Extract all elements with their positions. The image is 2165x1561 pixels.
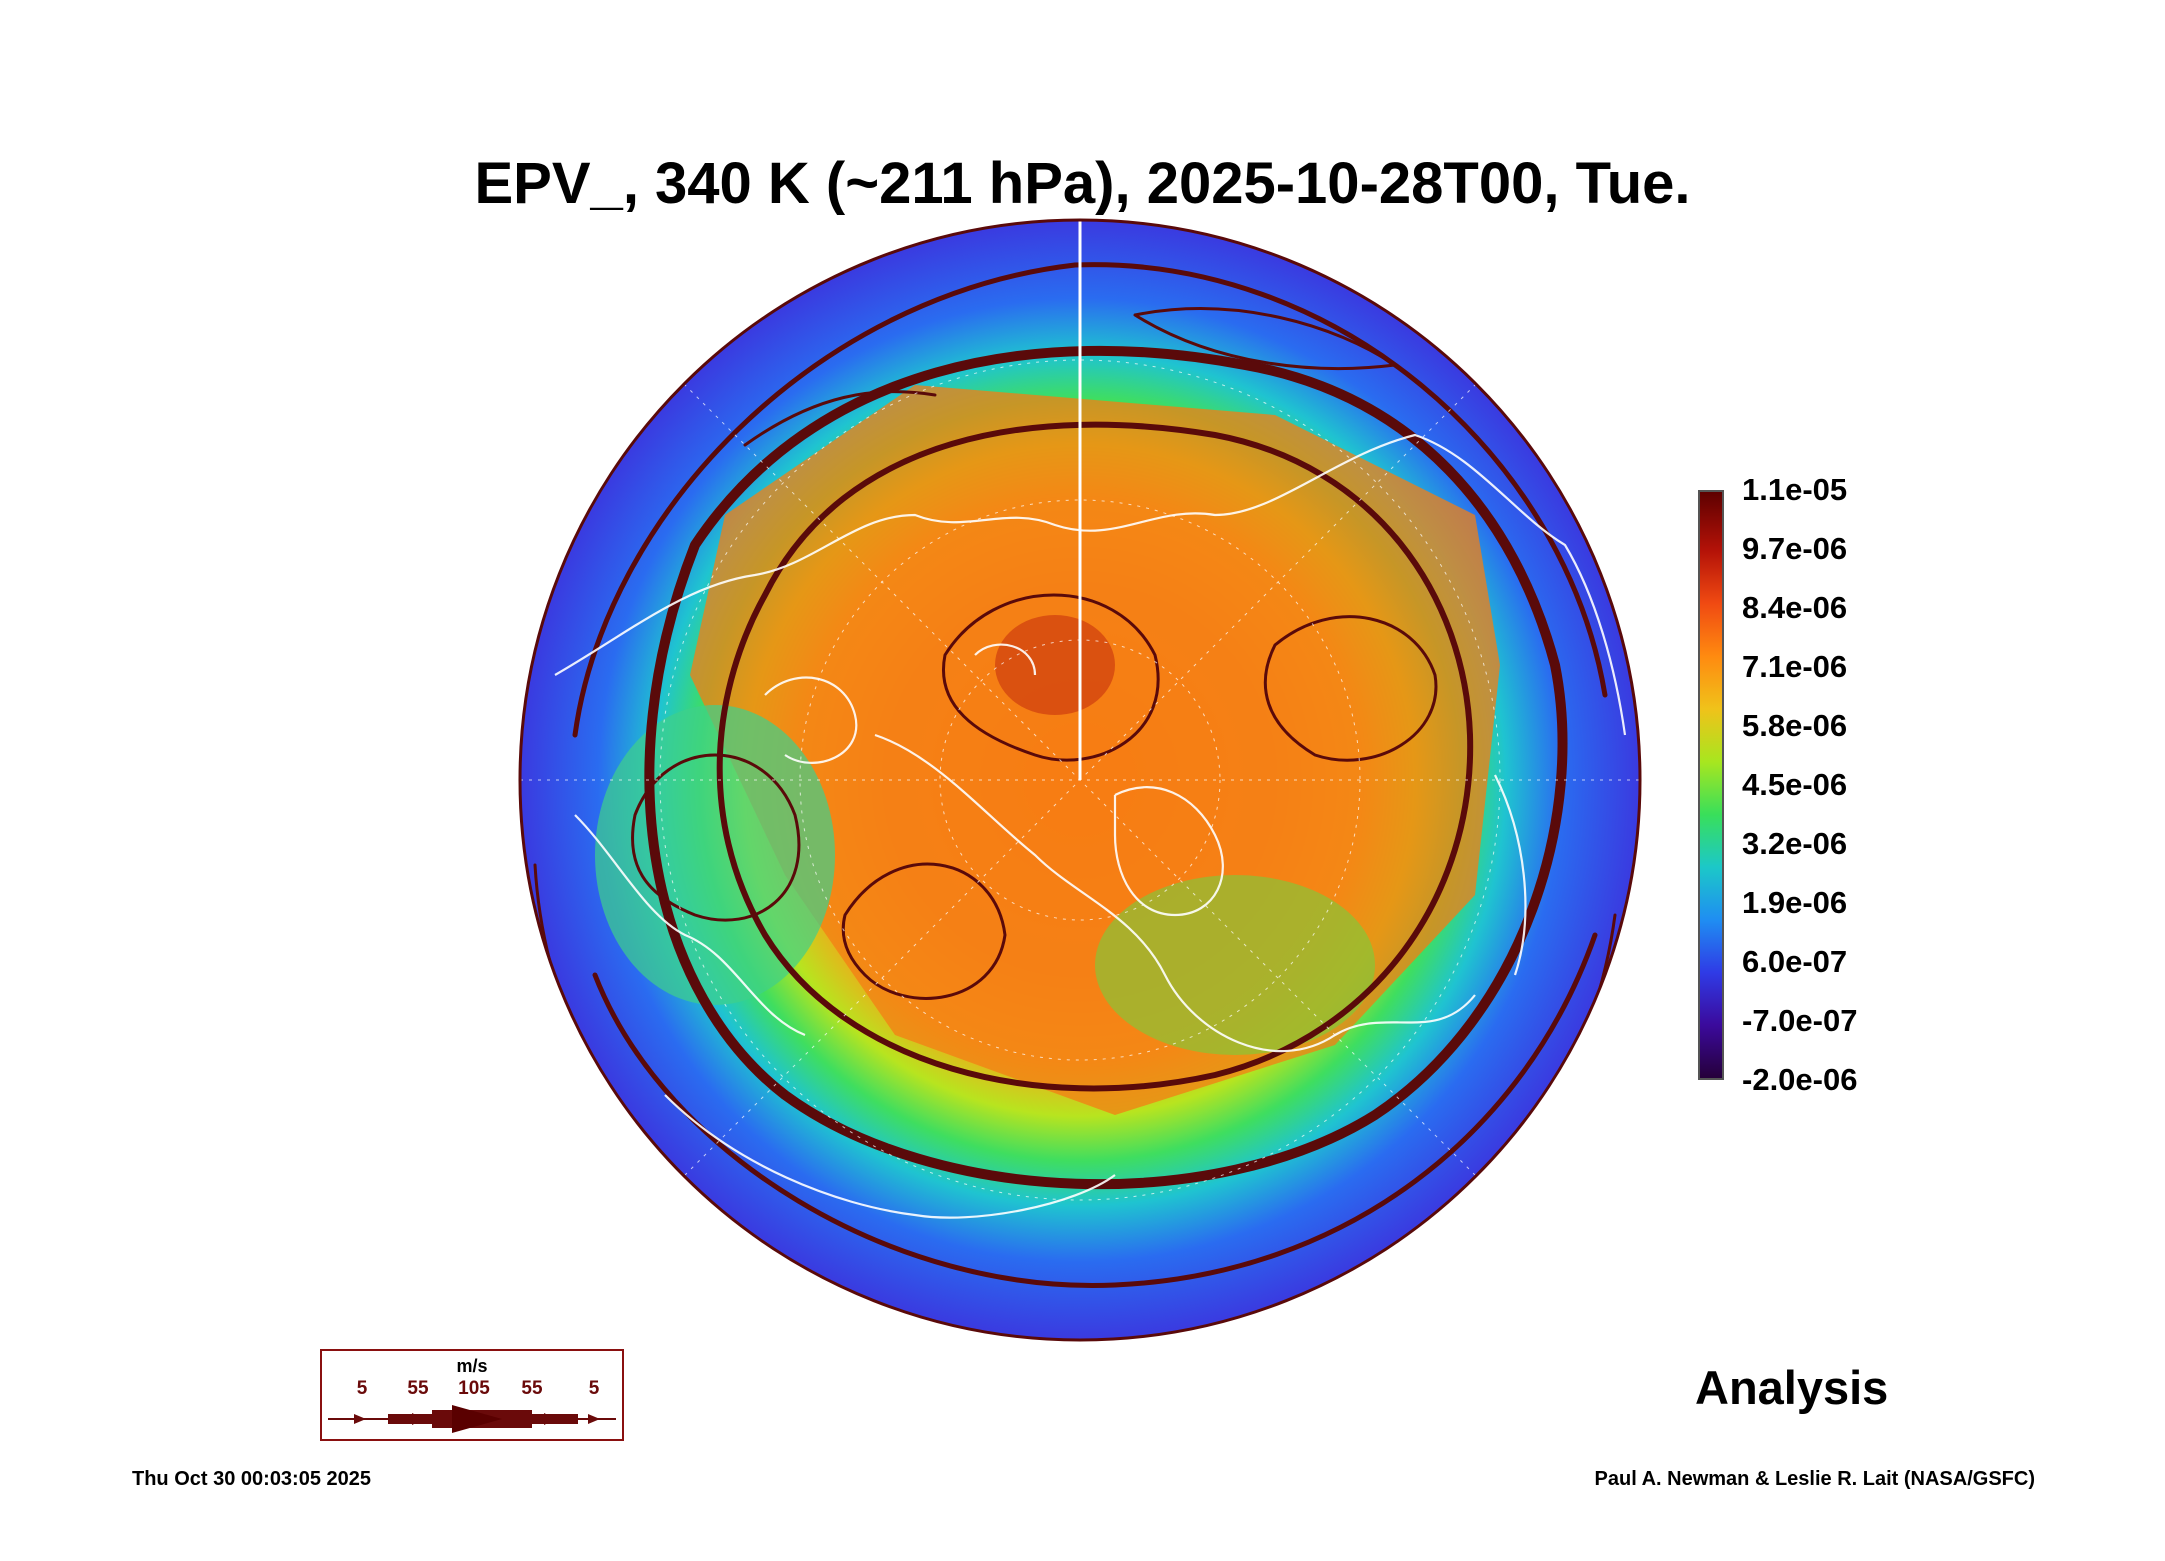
coastlines <box>554 433 1627 1219</box>
colorbar-tick: 7.1e-06 <box>1742 649 1848 684</box>
colorbar-tick: 6.0e-07 <box>1742 944 1848 979</box>
colorbar-tick: 8.4e-06 <box>1742 590 1848 625</box>
disk-edge <box>518 218 1642 1342</box>
dark-core <box>995 615 1115 715</box>
colorbar-tick: -2.0e-06 <box>1742 1062 1858 1097</box>
colorbar-tick: 1.1e-05 <box>1742 472 1848 507</box>
wind-legend-arrow <box>328 1405 616 1433</box>
wind-legend-value: 55 <box>521 1378 543 1399</box>
colorbar-tick: 4.5e-06 <box>1742 767 1848 802</box>
colorbar-tick: 9.7e-06 <box>1742 531 1848 566</box>
analysis-label: Analysis <box>1695 1361 1889 1414</box>
wind-legend-value: 5 <box>588 1378 600 1399</box>
colorbar-tick: -7.0e-07 <box>1742 1003 1858 1038</box>
wind-legend-value: 5 <box>356 1378 368 1399</box>
wind-legend-value: 105 <box>458 1378 490 1399</box>
colorbar-tick: 5.8e-06 <box>1742 708 1848 743</box>
wind-legend-unit: m/s <box>456 1356 488 1376</box>
wind-speed-legend: m/s 5 55 105 55 5 <box>320 1349 624 1441</box>
footer-timestamp: Thu Oct 30 00:03:05 2025 <box>132 1468 372 1490</box>
wind-legend-value: 55 <box>407 1378 429 1399</box>
colorbar-ticks: 1.1e-05 9.7e-06 8.4e-06 7.1e-06 5.8e-06 … <box>1742 472 1942 1097</box>
streamlines <box>533 262 1617 1288</box>
footer-credit: Paul A. Newman & Leslie R. Lait (NASA/GS… <box>1594 1468 2035 1490</box>
chart-title: EPV_, 340 K (~211 hPa), 2025-10-28T00, T… <box>474 151 1691 216</box>
colorbar-tick: 3.2e-06 <box>1742 826 1848 861</box>
colorbar-tick: 1.9e-06 <box>1742 885 1848 920</box>
green-anomaly-east <box>1095 875 1375 1055</box>
polar-map <box>518 218 1642 1342</box>
colorbar <box>1698 490 1724 1080</box>
